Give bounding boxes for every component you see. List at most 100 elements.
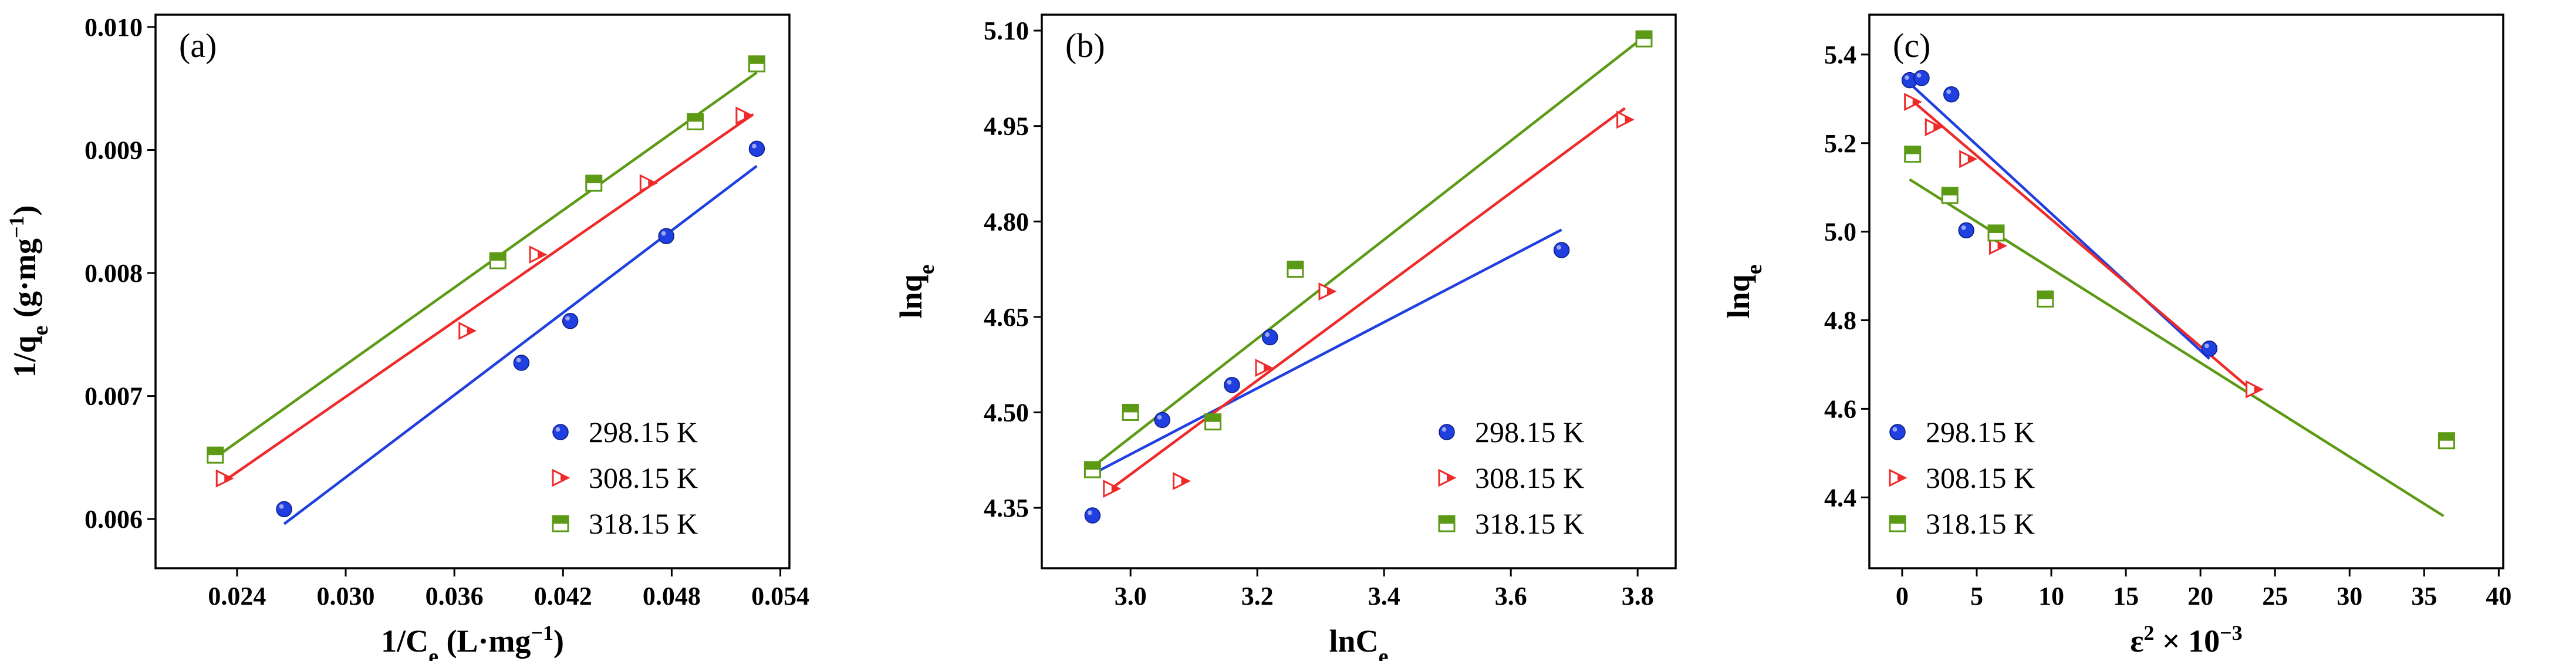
data-point <box>513 355 530 371</box>
x-tick-label: 0.024 <box>208 582 266 611</box>
data-point-fill <box>749 56 765 64</box>
x-tick-label: 20 <box>2187 582 2213 611</box>
data-point-highlight <box>1557 245 1561 250</box>
x-tick-label: 3.4 <box>1368 582 1400 611</box>
data-point-highlight <box>1916 73 1922 78</box>
fit-line <box>1912 100 2254 392</box>
y-tick-label: 0.009 <box>85 136 143 165</box>
legend-marker-fill <box>1439 516 1454 524</box>
data-point-highlight <box>1265 332 1270 337</box>
panel-b-chart: 3.0 3.2 3.4 3.6 3.8 4.35 4.50 4.65 4.80 4.95 5.10 l… <box>893 14 1677 661</box>
data-point-fill <box>467 327 475 335</box>
data-point <box>1224 377 1240 393</box>
x-tick-label: 0.030 <box>317 582 375 611</box>
legend-marker-fill <box>1447 474 1454 482</box>
data-point-fill <box>490 253 506 261</box>
data-point-fill <box>2439 433 2455 441</box>
x-tick-label: 3.6 <box>1495 582 1527 611</box>
legend-label: 298.15 K <box>1926 416 2035 448</box>
y-tick-label: 4.80 <box>984 207 1029 236</box>
fit-line <box>1104 107 1626 494</box>
y-axis-title: 1/qe (g·mg−1) <box>5 205 53 378</box>
legend-marker-fill <box>1898 474 1905 482</box>
legend-marker-fill <box>1890 516 1905 524</box>
data-point-highlight <box>279 504 284 509</box>
y-tick-label: 0.008 <box>85 259 143 288</box>
data-point-fill <box>1942 187 1958 195</box>
legend-label: 308.15 K <box>589 461 698 494</box>
legend-label: 318.15 K <box>1926 507 2035 540</box>
panel-a-chart: 0.024 0.030 0.036 0.042 0.048 0.054 0.006 0.007… <box>5 13 809 661</box>
data-point-fill <box>538 251 546 259</box>
legend-marker <box>1889 424 1906 440</box>
y-tick-label: 4.6 <box>1824 394 1856 423</box>
x-tick-label: 0.054 <box>751 582 809 611</box>
data-point-fill <box>586 176 602 184</box>
data-point-fill <box>1085 461 1100 470</box>
data-point-highlight <box>516 358 521 363</box>
x-tick-label: 40 <box>2486 582 2511 611</box>
x-tick-label: 5 <box>1970 582 1983 611</box>
data-point <box>658 228 674 244</box>
data-point <box>1943 86 1960 103</box>
legend-label: 298.15 K <box>1475 416 1584 448</box>
data-point-fill <box>2254 385 2262 393</box>
x-tick-label: 0.042 <box>534 582 592 611</box>
x-axis-title: lnCe <box>1329 623 1389 661</box>
y-tick-label: 5.10 <box>984 16 1029 45</box>
data-point <box>1958 222 1974 239</box>
data-point <box>1553 242 1570 258</box>
legend-label: 308.15 K <box>1926 461 2035 494</box>
panel-b-frame <box>1041 14 1677 569</box>
data-point-fill <box>1205 414 1221 422</box>
y-tick-label: 5.4 <box>1824 41 1856 69</box>
data-point <box>1154 412 1170 429</box>
data-point-fill <box>1111 485 1119 493</box>
panel-b-label: (b) <box>1065 26 1105 65</box>
data-point-fill <box>1288 261 1303 269</box>
y-tick-label: 4.65 <box>984 303 1029 332</box>
x-tick-label: 3.2 <box>1241 582 1274 611</box>
y-axis-title: lnqe <box>1721 265 1767 319</box>
legend-marker <box>1439 424 1455 440</box>
x-tick-label: 30 <box>2337 582 2362 611</box>
y-tick-label: 4.95 <box>984 112 1029 141</box>
data-point <box>1913 70 1930 86</box>
data-point-highlight <box>1946 89 1952 95</box>
y-axis-title: lnqe <box>893 265 939 319</box>
y-tick-label: 0.007 <box>85 382 143 411</box>
legend-marker-fill <box>553 516 568 524</box>
data-point-highlight <box>1905 75 1909 80</box>
x-axis-title: 1/Ce (L·mg−1) <box>381 621 564 661</box>
data-point-fill <box>1264 364 1271 372</box>
data-point-fill <box>1997 242 2006 250</box>
data-point-fill <box>687 114 703 122</box>
panel-a-label: (a) <box>179 26 217 65</box>
data-point-fill <box>1905 146 1920 154</box>
x-axis-title: ε2 × 10−3 <box>2130 621 2242 659</box>
y-tick-label: 5.2 <box>1824 129 1856 158</box>
data-point-fill <box>224 474 232 483</box>
y-tick-label: 0.010 <box>85 13 143 42</box>
panel-a-frame <box>154 14 791 569</box>
data-point <box>1084 507 1101 524</box>
x-tick-label: 0 <box>1896 582 1909 611</box>
legend-marker-highlight <box>1892 427 1898 432</box>
x-tick-label: 0.036 <box>426 582 484 611</box>
y-tick-label: 4.35 <box>984 494 1029 522</box>
data-point-fill <box>1636 31 1652 39</box>
data-point-highlight <box>1157 414 1162 420</box>
data-point-highlight <box>661 231 666 236</box>
data-point-fill <box>744 112 752 120</box>
data-point-fill <box>1967 155 1976 163</box>
legend-label: 298.15 K <box>589 416 698 448</box>
fit-line <box>1092 228 1562 475</box>
data-point-fill <box>1123 404 1139 413</box>
x-tick-label: 10 <box>2038 582 2064 611</box>
legend-marker-fill <box>561 474 568 482</box>
data-point-highlight <box>1961 225 1966 230</box>
legend-marker <box>552 424 569 440</box>
data-point-highlight <box>2204 343 2209 349</box>
data-point-highlight <box>1087 510 1092 515</box>
